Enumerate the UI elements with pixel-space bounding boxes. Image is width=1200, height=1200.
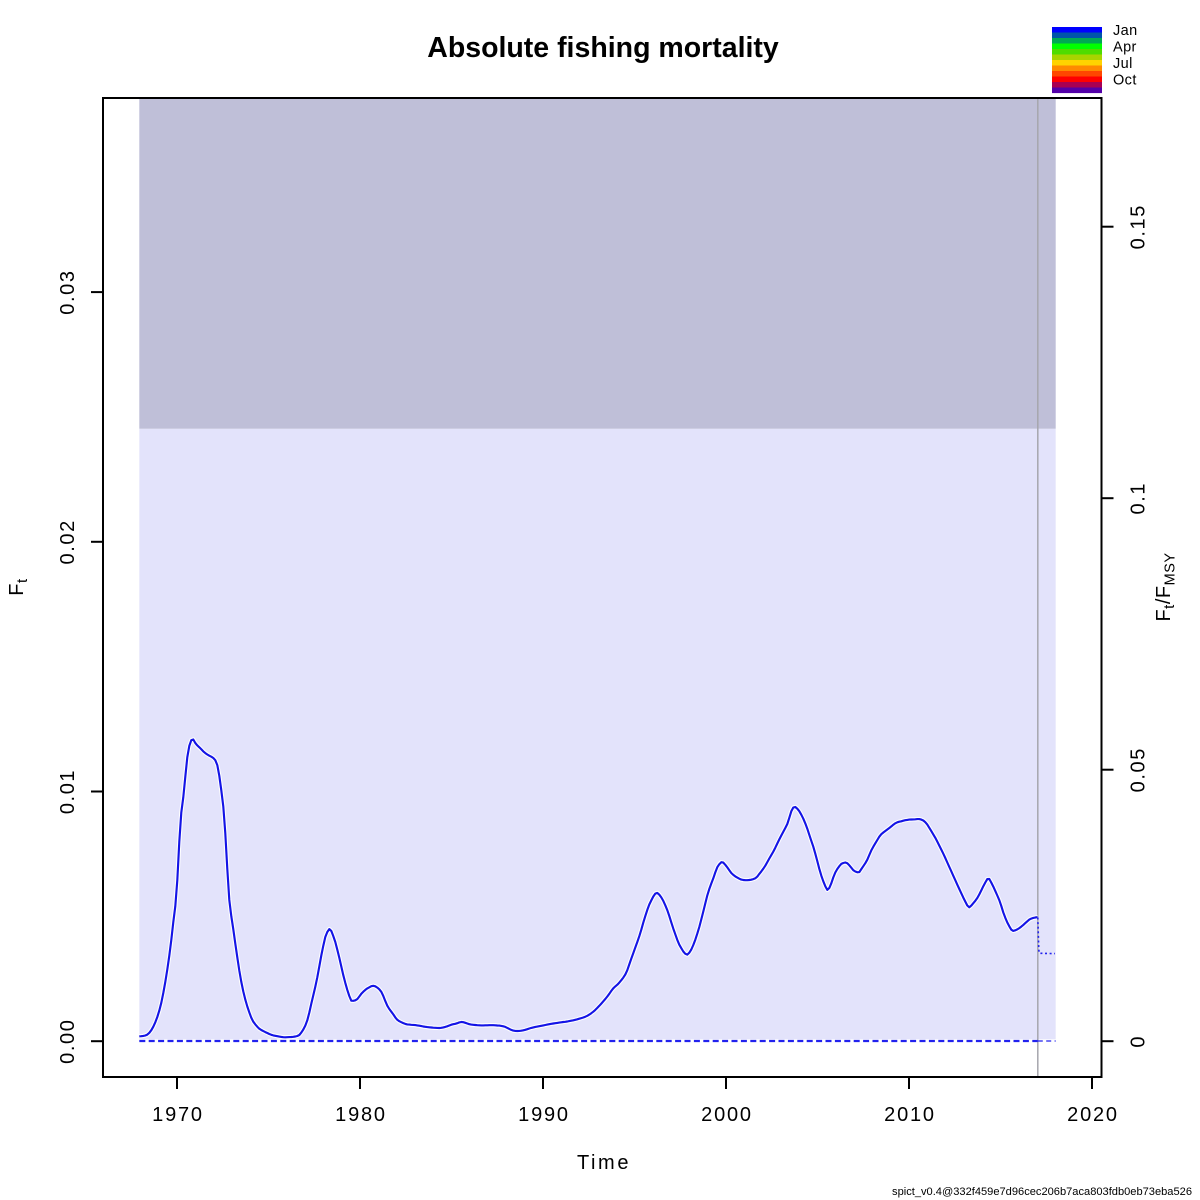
svg-text:0.05: 0.05 bbox=[1128, 747, 1150, 792]
svg-text:2010: 2010 bbox=[884, 1104, 936, 1126]
svg-text:0.02: 0.02 bbox=[57, 519, 79, 564]
svg-text:2020: 2020 bbox=[1067, 1104, 1119, 1126]
svg-text:0.15: 0.15 bbox=[1128, 204, 1150, 249]
svg-text:Apr: Apr bbox=[1113, 40, 1137, 56]
svg-text:Jul: Jul bbox=[1113, 56, 1133, 72]
svg-text:1970: 1970 bbox=[152, 1104, 204, 1126]
svg-text:1990: 1990 bbox=[518, 1104, 570, 1126]
svg-text:0.00: 0.00 bbox=[57, 1019, 79, 1064]
svg-text:Absolute fishing mortality: Absolute fishing mortality bbox=[427, 32, 779, 64]
svg-text:1980: 1980 bbox=[335, 1104, 387, 1126]
svg-text:2000: 2000 bbox=[701, 1104, 753, 1126]
svg-text:0: 0 bbox=[1128, 1035, 1150, 1048]
svg-text:0.03: 0.03 bbox=[57, 269, 79, 314]
svg-text:Ft/FMSY: Ft/FMSY bbox=[1153, 552, 1179, 621]
svg-text:spict_v0.4@332f459e7d96cec206b: spict_v0.4@332f459e7d96cec206b7aca803fdb… bbox=[892, 1186, 1192, 1198]
svg-text:Oct: Oct bbox=[1113, 73, 1137, 89]
svg-text:0.1: 0.1 bbox=[1128, 482, 1150, 515]
svg-text:Time: Time bbox=[577, 1152, 631, 1174]
svg-text:Jan: Jan bbox=[1113, 23, 1138, 39]
svg-text:0.01: 0.01 bbox=[57, 769, 79, 814]
